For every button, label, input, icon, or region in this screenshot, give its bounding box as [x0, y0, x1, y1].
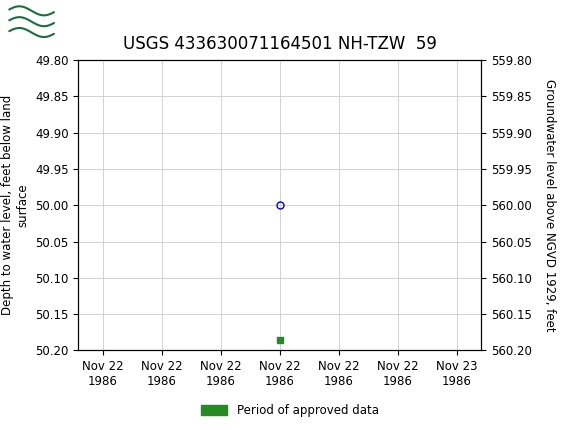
Legend: Period of approved data: Period of approved data [197, 399, 383, 422]
Y-axis label: Depth to water level, feet below land
surface: Depth to water level, feet below land su… [1, 95, 30, 316]
Text: USGS: USGS [63, 14, 118, 31]
Bar [7, 3, 56, 42]
Y-axis label: Groundwater level above NGVD 1929, feet: Groundwater level above NGVD 1929, feet [543, 79, 556, 332]
Title: USGS 433630071164501 NH-TZW  59: USGS 433630071164501 NH-TZW 59 [123, 35, 437, 53]
